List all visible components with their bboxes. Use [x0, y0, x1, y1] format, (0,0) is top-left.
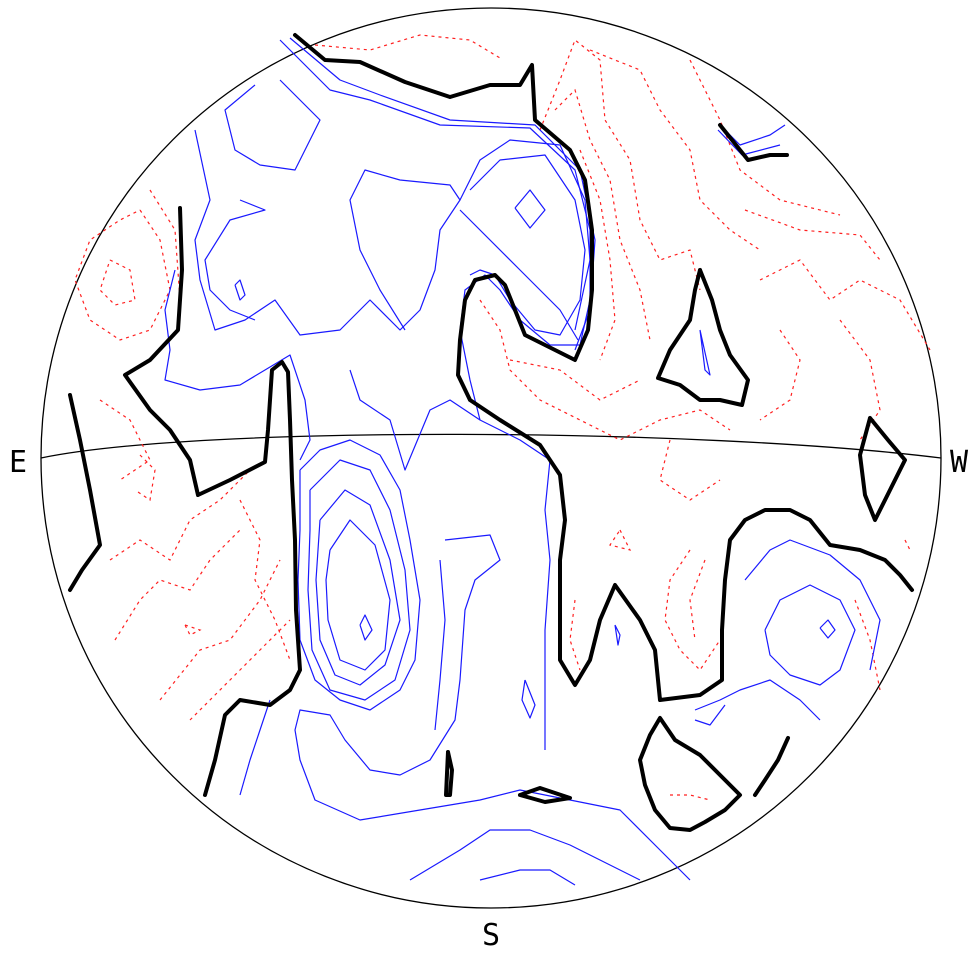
- positive-contour: [521, 679, 536, 719]
- negative-contour: [744, 209, 881, 261]
- positive-contour: [694, 704, 726, 726]
- negative-contour: [189, 619, 291, 721]
- compass-label-east: E: [9, 445, 27, 480]
- negative-contour: [689, 559, 706, 641]
- positive-contour: [234, 279, 246, 301]
- compass-label-west: W: [950, 445, 969, 480]
- positive-contour: [469, 154, 586, 336]
- positive-contour: [224, 79, 321, 171]
- positive-contour: [614, 624, 621, 646]
- negative-contour: [554, 88, 651, 341]
- zero-contour: [753, 736, 790, 797]
- zero-contour: [858, 416, 907, 522]
- negative-contour: [670, 794, 711, 801]
- positive-contour: [514, 189, 546, 229]
- positive-contour: [194, 129, 461, 336]
- negative-contour: [854, 599, 881, 691]
- positive-contour: [409, 829, 641, 881]
- positive-contour: [349, 369, 481, 471]
- negative-contour: [589, 49, 761, 251]
- positive-contour: [459, 139, 591, 331]
- negative-contour: [114, 529, 241, 641]
- negative-contour: [479, 299, 731, 441]
- positive-contour: [204, 199, 266, 321]
- negative-contour: [759, 259, 931, 351]
- negative-contour: [579, 149, 616, 361]
- negative-contour: [609, 529, 632, 551]
- positive-contour: [744, 539, 881, 671]
- positive-contour: [239, 699, 271, 796]
- negative-contour: [314, 34, 501, 59]
- negative-contour: [689, 59, 841, 216]
- horizon-arc: [40, 433, 942, 459]
- zero-contour: [718, 123, 789, 162]
- zero-contour: [123, 206, 302, 797]
- positive-contour: [315, 489, 401, 686]
- negative-contour: [239, 499, 291, 661]
- zero-contour: [656, 268, 750, 407]
- negative-contour: [904, 539, 911, 551]
- positive-contour: [294, 534, 691, 881]
- negative-contours: [74, 34, 931, 801]
- negative-contour: [184, 624, 202, 636]
- positive-contour: [699, 329, 711, 376]
- negative-contour: [149, 189, 181, 301]
- negative-contour: [99, 399, 151, 481]
- negative-contour: [109, 469, 251, 561]
- negative-contour: [539, 39, 701, 291]
- negative-contour: [759, 329, 801, 421]
- positive-contour: [325, 519, 391, 671]
- negative-contour: [134, 454, 156, 502]
- positive-contour: [479, 869, 576, 886]
- negative-contour: [569, 599, 581, 671]
- negative-contour: [509, 359, 641, 401]
- positive-contour: [359, 614, 373, 641]
- zero-contours: [68, 33, 914, 832]
- positive-contour: [279, 39, 591, 750]
- positive-contour: [307, 459, 411, 701]
- positive-contour: [764, 584, 856, 686]
- negative-contour: [99, 259, 136, 306]
- positive-contour: [164, 269, 311, 461]
- positive-contour: [297, 439, 421, 711]
- zero-contour: [293, 33, 914, 702]
- zero-contour: [68, 393, 102, 592]
- positive-contours: [164, 37, 881, 886]
- positive-contour: [819, 619, 836, 639]
- positive-contour: [694, 679, 821, 721]
- zero-contour: [444, 750, 454, 797]
- positive-contour: [459, 209, 579, 341]
- negative-contour: [664, 549, 721, 671]
- hemisphere-boundary: [40, 7, 942, 909]
- compass-label-south: S: [482, 918, 500, 953]
- zero-contour: [518, 786, 572, 804]
- positive-contour: [289, 37, 596, 351]
- negative-contour: [659, 439, 721, 501]
- positive-contour: [434, 559, 446, 731]
- zero-contour: [638, 716, 742, 832]
- negative-contour: [74, 209, 171, 341]
- negative-contour: [159, 559, 281, 701]
